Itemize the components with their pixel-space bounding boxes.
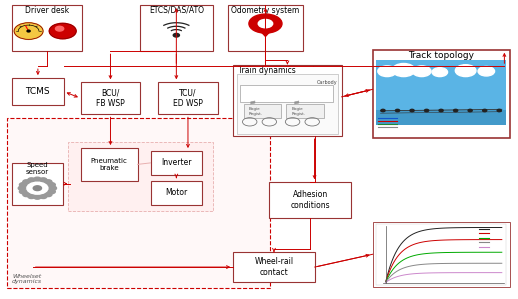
Text: Inverter: Inverter	[161, 158, 192, 167]
FancyBboxPatch shape	[159, 82, 218, 115]
Circle shape	[439, 109, 443, 112]
FancyBboxPatch shape	[151, 151, 202, 175]
Circle shape	[48, 190, 55, 194]
FancyBboxPatch shape	[151, 181, 202, 205]
Circle shape	[395, 109, 399, 112]
Text: Wheelset
dynamics: Wheelset dynamics	[12, 274, 42, 284]
Circle shape	[455, 65, 476, 77]
Text: Pneumatic
brake: Pneumatic brake	[91, 158, 127, 171]
Circle shape	[392, 63, 415, 77]
Circle shape	[249, 14, 282, 33]
Circle shape	[14, 23, 43, 39]
FancyBboxPatch shape	[228, 5, 303, 51]
Circle shape	[45, 180, 52, 184]
FancyBboxPatch shape	[269, 182, 351, 218]
Text: Bogie
Regist.: Bogie Regist.	[292, 107, 306, 116]
Text: Motor: Motor	[165, 188, 188, 197]
Circle shape	[378, 66, 396, 77]
Text: TCMS: TCMS	[25, 87, 50, 96]
Circle shape	[412, 66, 431, 77]
Circle shape	[478, 66, 495, 76]
Circle shape	[28, 194, 35, 199]
FancyBboxPatch shape	[376, 60, 507, 125]
Circle shape	[20, 190, 26, 194]
Text: TCU/
ED WSP: TCU/ ED WSP	[173, 89, 203, 108]
Circle shape	[381, 109, 385, 112]
Circle shape	[27, 182, 48, 194]
FancyBboxPatch shape	[7, 118, 270, 288]
Polygon shape	[257, 28, 274, 36]
Text: Bogie
Regist.: Bogie Regist.	[249, 107, 263, 116]
Circle shape	[497, 109, 501, 112]
FancyBboxPatch shape	[237, 74, 338, 134]
Circle shape	[34, 195, 41, 199]
Circle shape	[55, 26, 64, 31]
FancyBboxPatch shape	[372, 50, 510, 138]
Circle shape	[48, 183, 55, 187]
Circle shape	[258, 19, 272, 28]
Circle shape	[20, 179, 54, 198]
Circle shape	[45, 193, 52, 196]
Circle shape	[23, 180, 30, 184]
FancyBboxPatch shape	[140, 5, 212, 51]
FancyBboxPatch shape	[12, 78, 64, 105]
FancyBboxPatch shape	[81, 82, 140, 115]
FancyBboxPatch shape	[376, 110, 507, 125]
Circle shape	[28, 178, 35, 182]
Text: Driver desk: Driver desk	[25, 6, 69, 15]
FancyBboxPatch shape	[68, 142, 212, 210]
Text: Speed
sensor: Speed sensor	[26, 162, 49, 175]
Circle shape	[468, 109, 472, 112]
FancyBboxPatch shape	[81, 148, 138, 181]
Text: Wheel-rail
contact: Wheel-rail contact	[254, 257, 294, 277]
FancyBboxPatch shape	[286, 104, 324, 118]
Text: Odometry system: Odometry system	[232, 6, 299, 15]
FancyBboxPatch shape	[376, 224, 507, 285]
Circle shape	[40, 178, 47, 182]
Text: Adhesion
conditions: Adhesion conditions	[290, 190, 330, 210]
FancyBboxPatch shape	[240, 85, 334, 102]
FancyBboxPatch shape	[233, 65, 342, 136]
Circle shape	[23, 193, 30, 196]
Circle shape	[27, 30, 30, 32]
Circle shape	[483, 109, 487, 112]
Circle shape	[34, 177, 41, 181]
FancyBboxPatch shape	[233, 252, 315, 282]
FancyBboxPatch shape	[12, 163, 63, 205]
Circle shape	[454, 109, 458, 112]
Text: ETCS/DAS/ATO: ETCS/DAS/ATO	[149, 6, 204, 15]
Circle shape	[40, 194, 47, 199]
Circle shape	[49, 23, 76, 39]
Circle shape	[20, 183, 26, 187]
Circle shape	[173, 33, 179, 37]
Circle shape	[33, 186, 41, 190]
Circle shape	[410, 109, 414, 112]
Circle shape	[432, 68, 448, 77]
Circle shape	[18, 186, 25, 190]
Text: Train dynamics: Train dynamics	[238, 65, 296, 74]
Text: Carbody: Carbody	[317, 80, 338, 85]
Text: BCU/
FB WSP: BCU/ FB WSP	[96, 89, 125, 108]
FancyBboxPatch shape	[243, 104, 281, 118]
Circle shape	[425, 109, 428, 112]
Text: Track topology: Track topology	[408, 51, 474, 60]
FancyBboxPatch shape	[372, 222, 510, 287]
Circle shape	[49, 186, 56, 190]
FancyBboxPatch shape	[12, 5, 82, 51]
